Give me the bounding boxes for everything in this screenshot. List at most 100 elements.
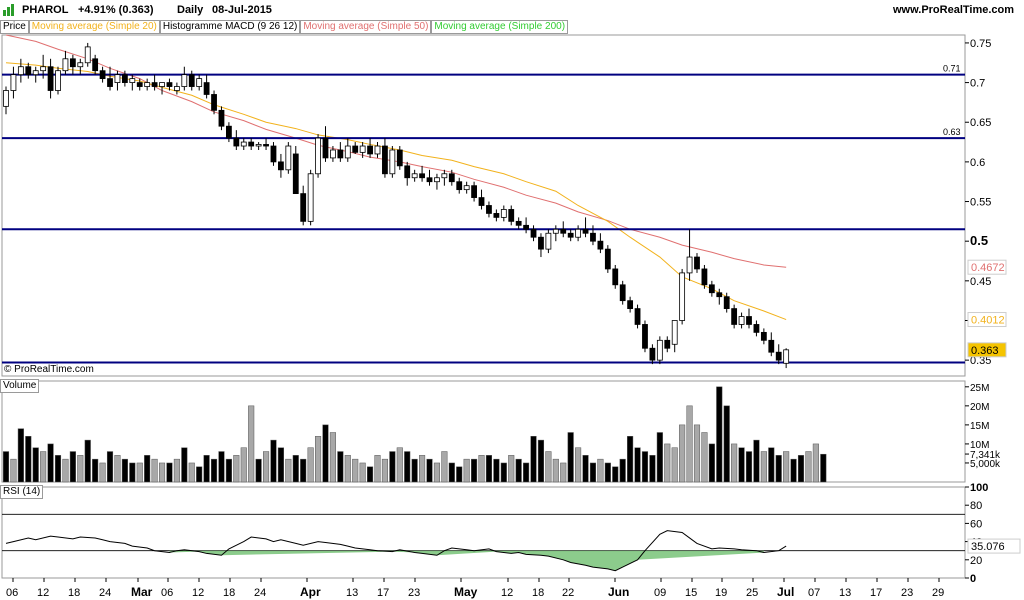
x-axis-label: 17 bbox=[870, 587, 882, 599]
candle-body bbox=[515, 220, 522, 226]
volume-bar bbox=[664, 443, 671, 483]
candle-body bbox=[225, 125, 232, 139]
x-axis-label: 09 bbox=[654, 587, 666, 599]
x-axis-label: 12 bbox=[192, 587, 204, 599]
volume-bar bbox=[783, 451, 790, 483]
volume-bar bbox=[701, 432, 708, 483]
volume-bar bbox=[753, 439, 760, 483]
candle-body bbox=[627, 300, 634, 309]
candle-body bbox=[738, 316, 745, 325]
candle-body bbox=[411, 173, 418, 179]
candle-body bbox=[233, 137, 240, 147]
candle-body bbox=[686, 256, 693, 274]
candle-body bbox=[151, 82, 158, 87]
volume-bar bbox=[671, 447, 678, 483]
volume-bar bbox=[545, 451, 552, 483]
candle-body bbox=[486, 205, 492, 214]
x-axis-label: May bbox=[454, 585, 478, 599]
last-price-tag-box bbox=[967, 342, 1007, 358]
candle-body bbox=[382, 145, 388, 175]
volume-bar bbox=[188, 462, 195, 483]
volume-bar bbox=[381, 458, 388, 483]
candle-body bbox=[530, 228, 537, 238]
volume-bar bbox=[537, 439, 545, 483]
candle-body bbox=[25, 66, 32, 76]
symbol-name: PHAROL bbox=[22, 4, 69, 16]
x-axis-label: 29 bbox=[932, 587, 944, 599]
legend-ma200[interactable]: Moving average (Simple 200) bbox=[431, 20, 569, 34]
volume-bar bbox=[173, 458, 180, 483]
volume-bar bbox=[575, 447, 582, 483]
candle-body bbox=[396, 149, 403, 167]
volume-axis-label: 5,000k bbox=[970, 459, 1001, 470]
volume-bar bbox=[396, 447, 403, 483]
candle-body bbox=[181, 74, 188, 87]
volume-bar bbox=[820, 453, 827, 483]
volume-bar bbox=[315, 436, 322, 483]
legend-ma20[interactable]: Moving average (Simple 20) bbox=[28, 20, 160, 34]
volume-bar bbox=[768, 447, 775, 483]
rsi-oversold-fill bbox=[169, 550, 764, 571]
x-axis-label: 24 bbox=[99, 587, 111, 599]
x-axis-label: 19 bbox=[715, 587, 727, 599]
rsi-panel-frame bbox=[1, 486, 966, 579]
price-axis-label: 0.35 bbox=[970, 355, 991, 367]
x-axis-label: 13 bbox=[346, 587, 358, 599]
candle-body bbox=[374, 145, 381, 155]
candle-body bbox=[263, 144, 269, 147]
volume-bar bbox=[552, 458, 559, 483]
volume-bar bbox=[322, 424, 329, 483]
volume-bar bbox=[2, 451, 10, 483]
site-link[interactable]: www.ProRealTime.com bbox=[893, 4, 1015, 16]
volume-bar bbox=[329, 432, 336, 483]
rsi-value-box bbox=[967, 538, 1021, 554]
legend-macd[interactable]: Histogramme MACD (9 26 12) bbox=[159, 20, 301, 34]
volume-bar bbox=[500, 462, 507, 483]
volume-bar bbox=[77, 455, 84, 483]
candle-body bbox=[448, 173, 455, 183]
volume-bar bbox=[716, 386, 723, 483]
candle-body bbox=[136, 82, 143, 87]
volume-bar bbox=[40, 451, 47, 483]
volume-bar bbox=[582, 455, 589, 483]
volume-bar bbox=[54, 455, 62, 483]
legend-ma50[interactable]: Moving average (Simple 50) bbox=[300, 20, 432, 34]
candle-body bbox=[352, 145, 359, 153]
x-axis-label: 25 bbox=[746, 587, 758, 599]
candle-body bbox=[590, 232, 596, 242]
volume-bar bbox=[106, 451, 114, 483]
volume-bar bbox=[604, 462, 611, 483]
volume-bar bbox=[210, 458, 218, 483]
period-label: Daily bbox=[177, 4, 204, 16]
legend-price[interactable]: Price bbox=[0, 20, 29, 34]
volume-bar bbox=[812, 443, 819, 483]
candle-body bbox=[664, 339, 671, 349]
volume-bar bbox=[745, 451, 753, 483]
candle-body bbox=[337, 149, 344, 159]
volume-axis-label: 7,341k bbox=[970, 450, 1001, 461]
volume-bar bbox=[263, 451, 270, 483]
candle-body bbox=[708, 284, 715, 294]
x-axis-label: 22 bbox=[562, 587, 574, 599]
volume-bar bbox=[389, 451, 396, 483]
candle-body bbox=[330, 149, 336, 159]
volume-bar bbox=[84, 439, 91, 483]
candle-body bbox=[278, 161, 284, 171]
volume-bar bbox=[32, 447, 39, 483]
candle-body bbox=[99, 70, 106, 80]
candle-body bbox=[701, 268, 708, 286]
candle-body bbox=[307, 173, 314, 222]
price-axis-label: 0.65 bbox=[970, 117, 991, 129]
candle-body bbox=[255, 144, 262, 147]
volume-bar bbox=[233, 455, 240, 483]
volume-bar bbox=[738, 447, 745, 483]
volume-bar bbox=[433, 462, 440, 483]
volume-bar bbox=[634, 447, 641, 483]
volume-axis-label: 10M bbox=[970, 440, 989, 451]
candle-body bbox=[218, 109, 225, 127]
volume-bar bbox=[448, 462, 455, 483]
candle-body bbox=[500, 209, 507, 218]
candle-body bbox=[508, 209, 515, 222]
volume-bar bbox=[374, 455, 381, 483]
volume-bar bbox=[805, 451, 812, 483]
